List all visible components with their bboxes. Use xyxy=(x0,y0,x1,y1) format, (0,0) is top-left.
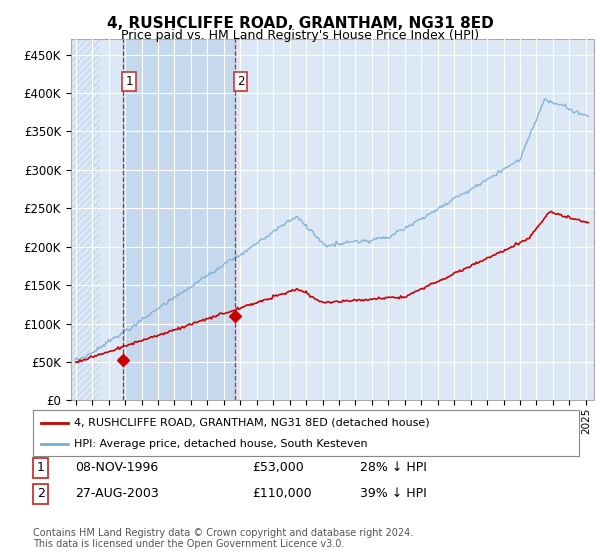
Text: 4, RUSHCLIFFE ROAD, GRANTHAM, NG31 8ED (detached house): 4, RUSHCLIFFE ROAD, GRANTHAM, NG31 8ED (… xyxy=(74,418,430,428)
Text: 08-NOV-1996: 08-NOV-1996 xyxy=(75,461,158,474)
Bar xyxy=(71,39,100,400)
Text: 4, RUSHCLIFFE ROAD, GRANTHAM, NG31 8ED: 4, RUSHCLIFFE ROAD, GRANTHAM, NG31 8ED xyxy=(107,16,493,31)
Text: Price paid vs. HM Land Registry's House Price Index (HPI): Price paid vs. HM Land Registry's House … xyxy=(121,29,479,42)
Text: 39% ↓ HPI: 39% ↓ HPI xyxy=(360,487,427,501)
Text: 1: 1 xyxy=(125,75,133,88)
Text: 1: 1 xyxy=(37,461,45,474)
Text: 2: 2 xyxy=(37,487,45,501)
Bar xyxy=(123,39,235,400)
Text: 28% ↓ HPI: 28% ↓ HPI xyxy=(360,461,427,474)
Text: 27-AUG-2003: 27-AUG-2003 xyxy=(75,487,159,501)
Text: £110,000: £110,000 xyxy=(252,487,311,501)
Text: Contains HM Land Registry data © Crown copyright and database right 2024.
This d: Contains HM Land Registry data © Crown c… xyxy=(33,528,413,549)
Text: HPI: Average price, detached house, South Kesteven: HPI: Average price, detached house, Sout… xyxy=(74,439,368,449)
Text: 2: 2 xyxy=(237,75,244,88)
Text: £53,000: £53,000 xyxy=(252,461,304,474)
